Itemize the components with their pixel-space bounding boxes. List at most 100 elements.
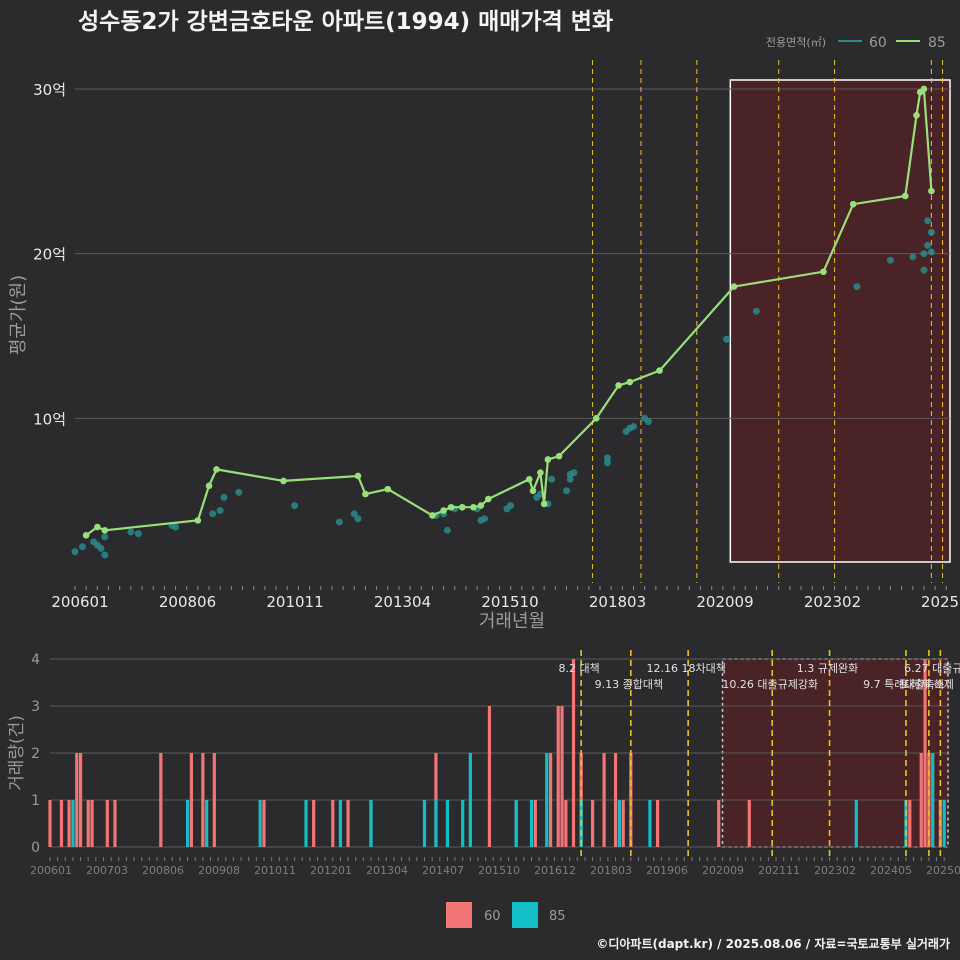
point-85 <box>544 456 552 463</box>
point-85 <box>362 490 369 498</box>
bar-60 <box>487 706 492 847</box>
point-85 <box>440 507 447 514</box>
bar-85 <box>185 800 190 847</box>
point-60 <box>927 248 935 256</box>
bar-60 <box>564 800 568 847</box>
bar-85 <box>304 800 308 847</box>
x-tick-label-bottom: 200703 <box>86 864 128 877</box>
policy-label: 6.27 대출규제 <box>904 662 960 675</box>
bar-85 <box>258 800 262 847</box>
point-85 <box>849 200 857 208</box>
bar-60 <box>86 800 90 847</box>
point-60 <box>920 266 928 274</box>
bar-85 <box>942 800 946 847</box>
point-85 <box>194 517 202 524</box>
chart-title: 성수동2가 강변금호타운 아파트(1994) 매매가격 변화 <box>78 9 613 35</box>
x-tick-label-bottom: 201803 <box>590 864 632 877</box>
bar-60 <box>75 753 79 847</box>
point-85 <box>537 469 544 476</box>
point-85 <box>484 495 492 503</box>
point-85 <box>928 187 935 195</box>
policy-label: 12.16 18차대책 <box>646 662 725 675</box>
x-tick-label-bottom: 202009 <box>702 864 744 877</box>
point-85 <box>592 415 600 422</box>
point-60 <box>548 475 556 483</box>
bar-85 <box>931 753 935 847</box>
x-tick-label-top: 201803 <box>589 593 646 611</box>
point-60 <box>71 548 79 556</box>
bar-60 <box>67 800 71 847</box>
bar-60 <box>556 706 560 847</box>
policy-label: 9.7 특례대출축소 <box>863 678 945 691</box>
x-tick-label-top: 2025 <box>921 593 959 611</box>
x-tick-label-top: 201304 <box>374 593 431 611</box>
point-60 <box>101 533 109 541</box>
bar-60 <box>908 800 912 847</box>
y-tick-label-bottom: 3 <box>31 699 40 715</box>
point-60 <box>78 543 86 551</box>
x-tick-label-bottom: 201011 <box>254 864 296 877</box>
point-85 <box>529 487 537 495</box>
bar-60 <box>747 800 751 847</box>
x-tick-label-top: 200601 <box>51 593 108 611</box>
point-85 <box>540 500 548 508</box>
point-60 <box>291 502 299 510</box>
policy-label: 10.26 대출규제강화 <box>722 678 818 691</box>
bar-85 <box>205 800 209 847</box>
bar-60 <box>533 800 537 847</box>
point-60 <box>235 488 243 496</box>
point-60 <box>909 253 917 261</box>
point-85 <box>94 523 101 531</box>
bar-60 <box>113 800 117 847</box>
bar-60 <box>717 800 721 847</box>
point-60 <box>481 515 489 523</box>
bar-60 <box>312 800 316 847</box>
point-85 <box>384 485 392 493</box>
x-axis-title-top: 거래년월 <box>479 611 545 632</box>
bar-60 <box>346 800 350 847</box>
point-60 <box>335 518 343 526</box>
policy-label: 8.2 대책 <box>559 662 600 675</box>
point-60 <box>507 502 515 510</box>
point-85 <box>913 111 920 119</box>
x-tick-label-bottom: 200806 <box>142 864 184 877</box>
legend-label-60: 60 <box>869 35 887 51</box>
bar-85 <box>434 800 438 847</box>
point-85 <box>920 85 928 93</box>
point-85 <box>429 512 436 519</box>
point-85 <box>902 192 909 200</box>
point-85 <box>213 466 220 473</box>
bar-60 <box>919 753 923 847</box>
legend-label-85: 85 <box>928 35 946 51</box>
bar-85 <box>514 800 518 847</box>
point-60 <box>101 551 109 559</box>
x-tick-label-bottom: 202302 <box>814 864 856 877</box>
bar-60 <box>59 800 64 847</box>
point-85 <box>615 382 622 389</box>
point-60 <box>209 510 217 518</box>
x-tick-label-bottom: 202508 <box>926 864 960 877</box>
highlight-box-top <box>729 79 951 563</box>
point-85 <box>477 502 485 509</box>
point-60 <box>603 459 611 467</box>
point-60 <box>630 423 638 431</box>
bar-85 <box>369 800 373 847</box>
bar-60 <box>602 753 606 847</box>
bar-60 <box>212 753 216 847</box>
x-tick-label-top: 202302 <box>804 593 861 611</box>
point-85 <box>470 503 477 511</box>
point-85 <box>354 472 362 480</box>
legend-title: 전용면적(㎡) <box>766 36 826 49</box>
point-60 <box>644 418 652 426</box>
bar-60 <box>78 753 83 847</box>
y-tick-label-top: 30억 <box>33 81 66 99</box>
bar-60 <box>48 800 52 847</box>
point-60 <box>350 510 358 518</box>
bar-85 <box>617 800 621 847</box>
bar-60 <box>591 800 595 847</box>
legend-swatch-bar-60 <box>446 902 472 928</box>
y-tick-label-top: 20억 <box>33 246 66 264</box>
y-tick-label-bottom: 4 <box>31 652 40 668</box>
point-60 <box>134 530 142 538</box>
